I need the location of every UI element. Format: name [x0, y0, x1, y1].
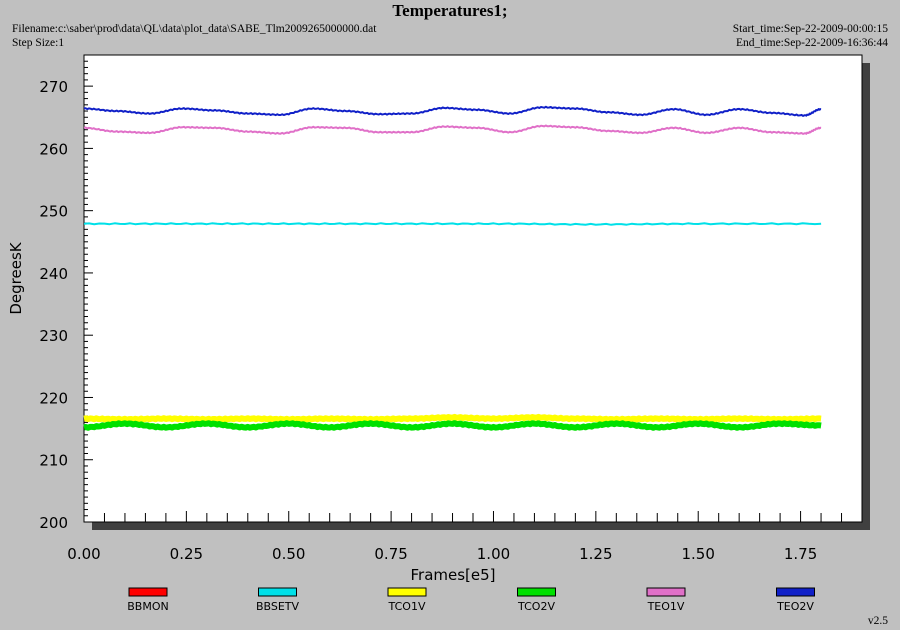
end-time-text: End_time:Sep-22-2009-16:36:44: [735, 37, 888, 49]
series-line-bbsetv: [83, 222, 822, 226]
legend-label-tco2v: TCO2V: [517, 600, 555, 613]
y-tick-label: 200: [39, 514, 68, 532]
legend-swatch-bbsetv: [258, 587, 297, 597]
step-size-text: Step Size:1: [12, 37, 65, 49]
legend-swatch-teo2v: [776, 587, 815, 597]
x-tick-label: 1.25: [579, 545, 612, 563]
x-tick-label: 0.75: [374, 545, 407, 563]
legend-label-teo1v: TEO1V: [647, 600, 685, 613]
legend-swatch-teo1v: [646, 587, 686, 597]
y-tick-label: 210: [39, 452, 68, 470]
y-tick-label: 220: [39, 389, 68, 407]
y-tick-label: 260: [39, 140, 68, 158]
x-axis-label: Frames[e5]: [410, 566, 495, 584]
x-tick-label: 1.50: [682, 545, 715, 563]
y-tick-label: 270: [39, 78, 68, 96]
legend-label-bbsetv: BBSETV: [256, 600, 300, 613]
x-tick-label: 0.00: [67, 545, 100, 563]
x-tick-label: 0.25: [170, 545, 203, 563]
series-line-teo2v: [83, 105, 822, 117]
plot-area: [83, 54, 863, 523]
start-time-text: Start_time:Sep-22-2009-00:00:15: [732, 23, 888, 35]
y-tick-label: 240: [39, 265, 68, 283]
y-tick-label: 230: [39, 327, 68, 345]
version-text: v2.5: [867, 615, 888, 627]
legend-swatch-bbmon: [128, 587, 168, 597]
x-tick-label: 0.50: [272, 545, 305, 563]
x-tick-label: 1.75: [784, 545, 817, 563]
legend-swatch-tco2v: [517, 587, 556, 597]
x-tick-label: 1.00: [477, 545, 510, 563]
series-line-tco2v: [83, 420, 822, 431]
filename-text: Filename:c:\saber\prod\data\QL\data\plot…: [12, 23, 377, 35]
legend-label-tco1v: TCO1V: [388, 600, 426, 613]
legend-swatch-tco1v: [387, 587, 427, 597]
series-line-tco1v: [83, 413, 822, 423]
y-tick-label: 250: [39, 203, 68, 221]
legend-label-bbmon: BBMON: [127, 600, 168, 613]
y-axis-label: DegreesK: [7, 241, 25, 314]
legend-label-teo2v: TEO2V: [776, 600, 814, 613]
series-line-teo1v: [83, 124, 822, 135]
chart-title: Temperatures1;: [392, 1, 508, 20]
